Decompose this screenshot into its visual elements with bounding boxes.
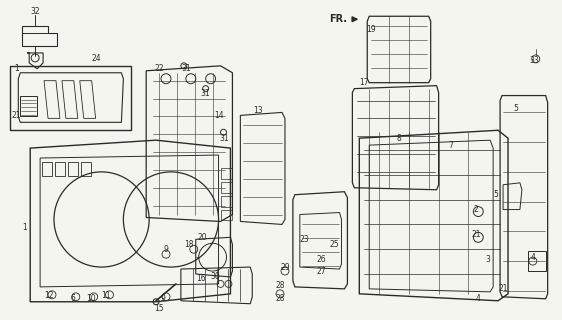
Text: 12: 12 [44, 291, 54, 300]
Text: 3: 3 [486, 255, 491, 264]
Bar [42, 162, 52, 176]
Text: 28: 28 [275, 294, 285, 303]
Text: 30: 30 [211, 272, 220, 282]
Text: 33: 33 [529, 56, 538, 65]
Text: 31: 31 [220, 134, 229, 143]
Text: 24: 24 [92, 54, 101, 63]
Text: 6: 6 [70, 294, 75, 303]
Text: 25: 25 [330, 240, 339, 249]
Text: 18: 18 [184, 240, 193, 249]
Text: 26: 26 [317, 255, 327, 264]
Text: 19: 19 [366, 25, 376, 34]
Text: 31: 31 [181, 64, 191, 73]
Text: 8: 8 [397, 134, 401, 143]
Text: 28: 28 [275, 281, 285, 290]
Text: 14: 14 [214, 111, 223, 120]
Text: 31: 31 [201, 89, 211, 98]
Text: 21: 21 [498, 284, 508, 293]
Text: 4: 4 [531, 253, 535, 262]
Bar [220, 168, 233, 179]
Text: 29: 29 [280, 263, 290, 272]
Text: 2: 2 [474, 205, 479, 214]
Text: 5: 5 [514, 104, 518, 113]
Bar [220, 196, 233, 207]
Text: 15: 15 [154, 304, 164, 313]
Text: 9: 9 [161, 294, 165, 303]
Text: 17: 17 [360, 78, 369, 87]
Text: 27: 27 [317, 267, 327, 276]
Text: 20: 20 [198, 233, 207, 242]
Text: 22: 22 [155, 64, 164, 73]
Text: 5: 5 [493, 190, 498, 199]
Text: 10: 10 [86, 294, 96, 303]
Text: 4: 4 [476, 294, 481, 303]
Text: 9: 9 [164, 245, 169, 254]
Text: 7: 7 [448, 140, 453, 150]
Text: 16: 16 [196, 275, 206, 284]
Text: FR.: FR. [329, 14, 347, 24]
Text: 13: 13 [253, 106, 263, 115]
Text: 1: 1 [14, 64, 19, 73]
Text: 23: 23 [300, 235, 310, 244]
Text: 1: 1 [22, 223, 26, 232]
Text: 32: 32 [30, 7, 40, 16]
Bar [220, 182, 233, 193]
Bar [220, 210, 233, 220]
Text: 11: 11 [101, 291, 110, 300]
Bar [81, 162, 90, 176]
Text: 21: 21 [472, 230, 481, 239]
Text: 21: 21 [12, 111, 21, 120]
Bar [55, 162, 65, 176]
Bar [68, 162, 78, 176]
